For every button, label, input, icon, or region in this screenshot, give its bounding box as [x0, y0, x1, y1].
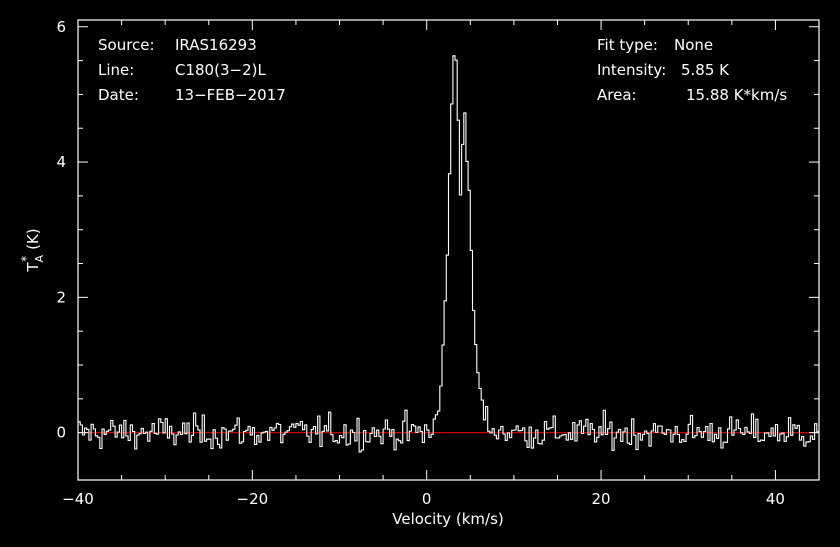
line-value: C180(3−2)L [175, 61, 266, 79]
line-label: Line: [98, 61, 134, 79]
info-right: Fit type: None Intensity: 5.85 K Area: 1… [597, 36, 787, 104]
y-axis-label-sub: A [33, 254, 46, 262]
x-tick-label: 20 [592, 490, 611, 508]
plot-frame [77, 19, 820, 481]
x-tick-label: 0 [422, 490, 432, 508]
x-tick-label: 40 [766, 490, 785, 508]
svg-text:TA*(K): TA* (K) [19, 228, 46, 272]
y-tick-label: 0 [56, 424, 66, 442]
x-tick-label: −20 [237, 490, 269, 508]
fit-type-label: Fit type: [597, 36, 658, 54]
y-axis-label-sup: * [19, 256, 33, 262]
x-axis-label: Velocity (km/s) [392, 510, 503, 528]
y-tick-label: 2 [56, 288, 66, 306]
y-tick-label: 6 [56, 18, 66, 36]
info-left: Source: IRAS16293 Line: C180(3−2)L Date:… [98, 36, 286, 104]
x-tick-label: −40 [62, 490, 94, 508]
data-layer [78, 55, 819, 453]
area-value: 15.88 K*km/s [686, 86, 787, 104]
y-axis-label-unit: (K) [24, 228, 42, 250]
tick-layer: −40 −20 0 20 40 0 2 4 6 [56, 18, 820, 508]
y-axis-label-main: T [24, 262, 42, 273]
area-label: Area: [597, 86, 637, 104]
source-label: Source: [98, 36, 155, 54]
date-label: Date: [98, 86, 139, 104]
fit-type-value: None [674, 36, 713, 54]
intensity-value: 5.85 K [681, 61, 730, 79]
date-value: 13−FEB−2017 [175, 86, 286, 104]
y-tick-label: 4 [56, 153, 66, 171]
source-value: IRAS16293 [175, 36, 257, 54]
spectrum-series [78, 55, 819, 453]
intensity-label: Intensity: [597, 61, 666, 79]
y-axis-label: TA* (K) [19, 228, 46, 272]
